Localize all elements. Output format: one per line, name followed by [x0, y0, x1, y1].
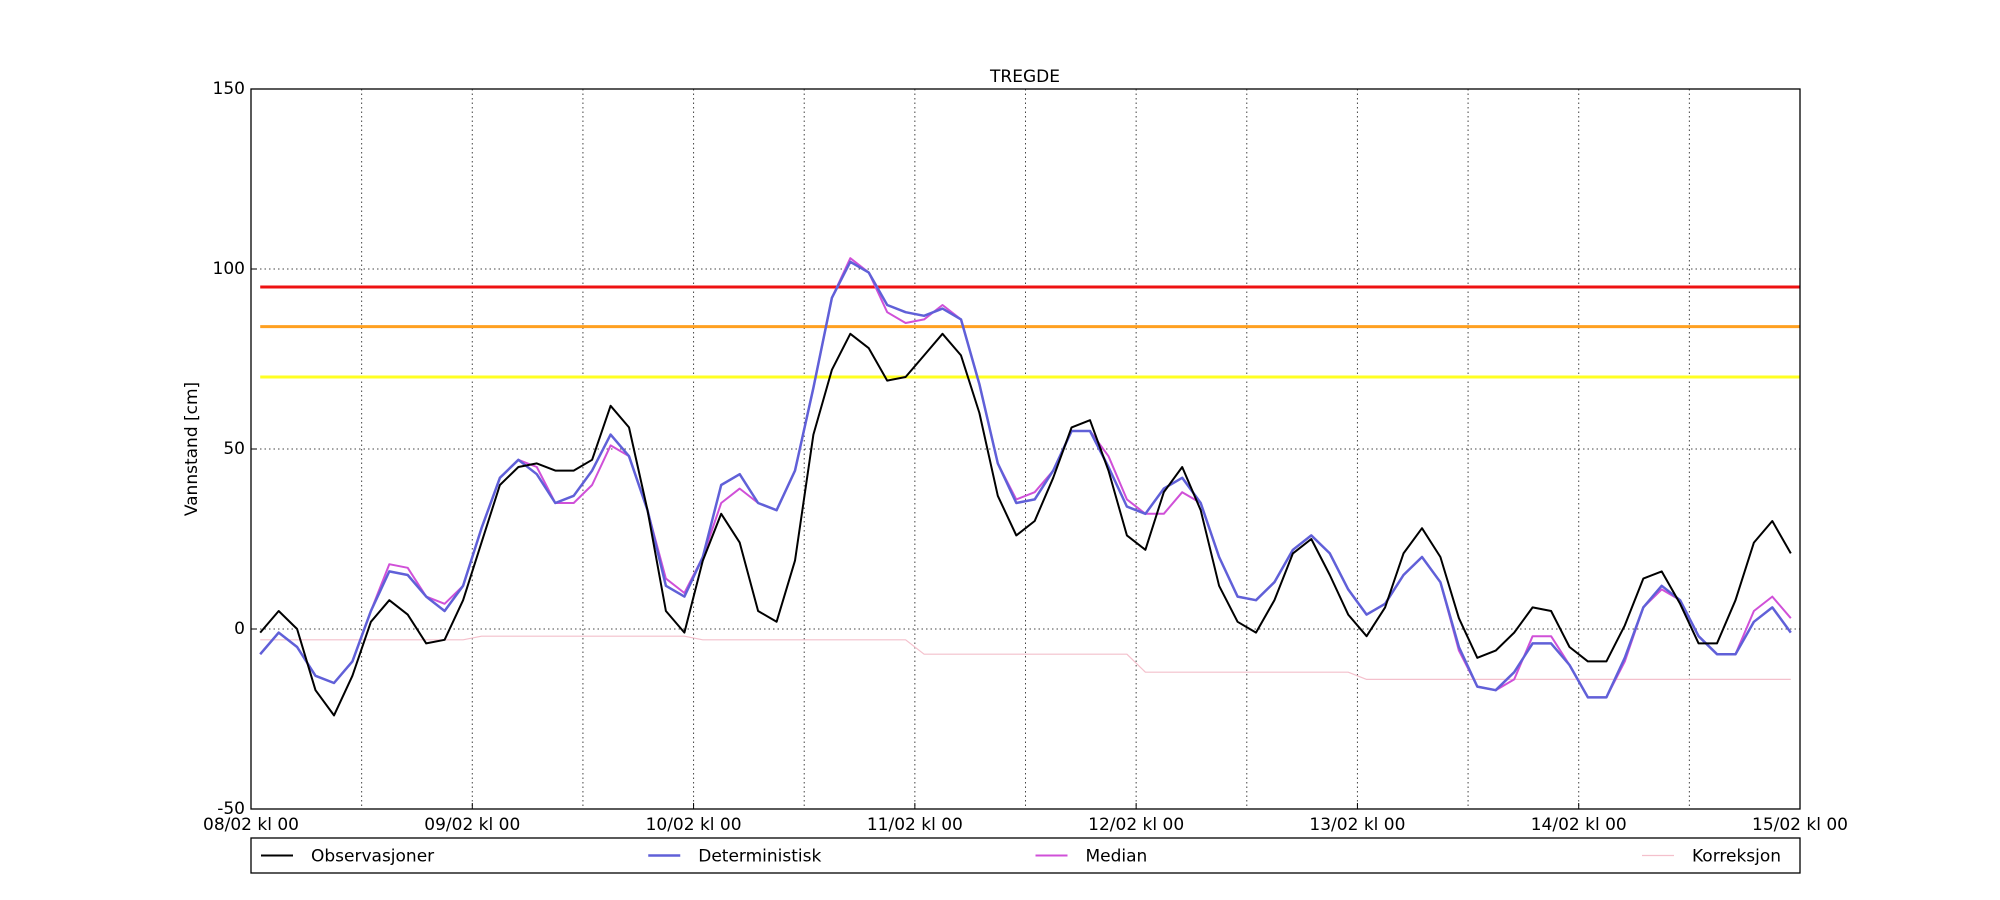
x-tick-label: 15/02 kl 00 [1752, 815, 1848, 835]
legend-box [250, 837, 1801, 874]
series-line [259, 332, 1792, 717]
x-tick-label: 12/02 kl 00 [1088, 815, 1184, 835]
legend-label: Korreksjon [1692, 847, 1781, 867]
y-tick-label: 100 [213, 259, 245, 279]
x-tick-label: 13/02 kl 00 [1309, 815, 1405, 835]
x-tick-label: 08/02 kl 00 [203, 815, 299, 835]
legend-label: Deterministisk [698, 847, 821, 867]
legend-label: Median [1086, 847, 1148, 867]
y-tick-label: 50 [223, 439, 245, 459]
y-tick-label: 150 [213, 79, 245, 99]
x-tick-label: 14/02 kl 00 [1531, 815, 1627, 835]
y-axis-label: Vannstand [cm] [182, 382, 202, 516]
y-tick-label: -50 [217, 799, 245, 819]
chart-title: TREGDE [989, 67, 1060, 87]
x-tick-label: 11/02 kl 00 [867, 815, 963, 835]
legend-label: Observasjoner [311, 847, 434, 867]
plot-frame [250, 88, 1801, 810]
series-line [259, 260, 1792, 699]
y-tick-label: 0 [234, 619, 245, 639]
series-line [260, 635, 1791, 680]
x-tick-label: 09/02 kl 00 [424, 815, 520, 835]
x-tick-label: 10/02 kl 00 [646, 815, 742, 835]
